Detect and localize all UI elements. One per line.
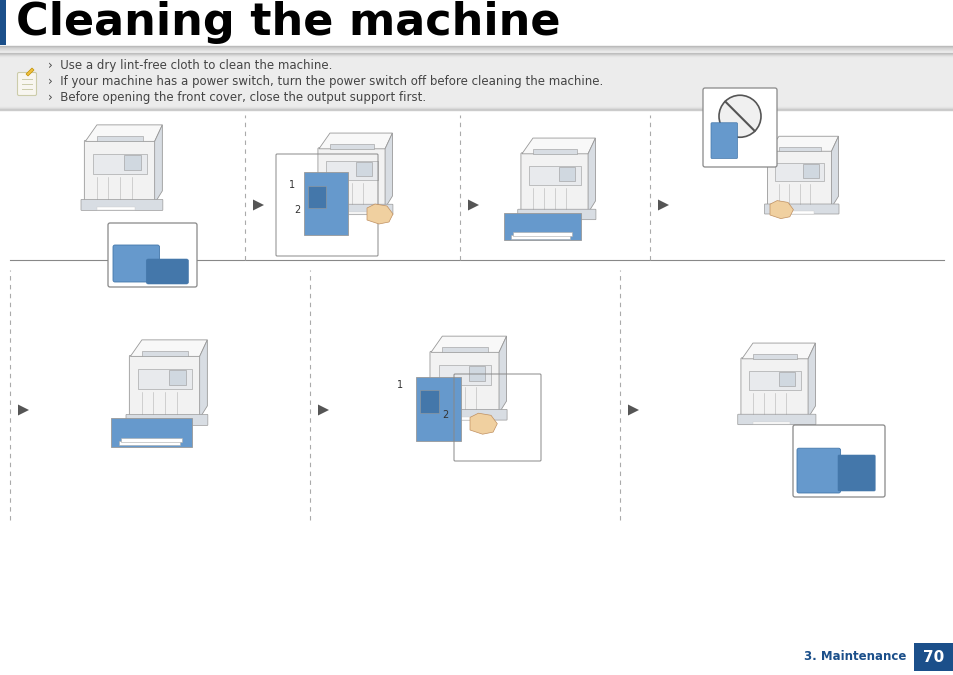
Bar	[438, 364, 491, 385]
Polygon shape	[18, 404, 29, 416]
Polygon shape	[385, 133, 392, 208]
Text: ›  Use a dry lint-free cloth to clean the machine.: › Use a dry lint-free cloth to clean the…	[48, 59, 332, 72]
Bar	[442, 348, 487, 352]
Bar	[558, 167, 575, 182]
Polygon shape	[498, 336, 506, 413]
FancyBboxPatch shape	[837, 455, 874, 491]
FancyBboxPatch shape	[737, 414, 815, 425]
Bar	[533, 149, 577, 154]
Bar	[752, 354, 796, 359]
Bar	[0, 53, 953, 110]
FancyBboxPatch shape	[81, 199, 163, 211]
Bar	[779, 211, 813, 213]
Bar	[138, 369, 192, 389]
Polygon shape	[317, 404, 329, 416]
Bar	[330, 144, 374, 148]
Polygon shape	[627, 404, 639, 416]
Polygon shape	[85, 125, 162, 141]
FancyBboxPatch shape	[796, 448, 840, 493]
FancyBboxPatch shape	[84, 140, 155, 205]
Polygon shape	[199, 340, 207, 418]
Bar	[308, 186, 326, 208]
Text: 1: 1	[396, 380, 402, 390]
FancyBboxPatch shape	[146, 259, 189, 284]
Bar	[778, 372, 794, 386]
Polygon shape	[768, 136, 838, 151]
Bar	[119, 441, 180, 446]
Polygon shape	[769, 200, 793, 219]
FancyBboxPatch shape	[710, 123, 737, 159]
Bar	[97, 136, 143, 141]
Bar	[355, 162, 372, 176]
Polygon shape	[470, 413, 497, 434]
Polygon shape	[367, 204, 393, 224]
Bar	[775, 163, 823, 182]
Bar	[779, 146, 821, 151]
Polygon shape	[431, 336, 506, 352]
Polygon shape	[131, 340, 207, 356]
Polygon shape	[741, 343, 815, 359]
Bar	[752, 422, 789, 424]
Text: 70: 70	[923, 649, 943, 664]
Bar	[533, 217, 569, 219]
Bar	[124, 155, 141, 170]
Polygon shape	[253, 200, 264, 211]
Bar	[121, 438, 182, 443]
Bar	[142, 352, 188, 356]
Bar	[468, 366, 485, 381]
Bar	[93, 154, 147, 174]
Bar	[748, 371, 800, 390]
FancyBboxPatch shape	[426, 409, 507, 420]
Text: Cleaning the machine: Cleaning the machine	[16, 1, 560, 45]
Polygon shape	[503, 213, 580, 240]
FancyBboxPatch shape	[314, 205, 393, 215]
FancyBboxPatch shape	[740, 358, 808, 419]
FancyBboxPatch shape	[130, 355, 200, 419]
Bar	[442, 417, 479, 420]
FancyBboxPatch shape	[763, 204, 838, 214]
FancyBboxPatch shape	[126, 414, 208, 425]
Text: 2: 2	[441, 410, 448, 420]
Bar	[97, 207, 135, 210]
Text: ›  Before opening the front cover, close the output support first.: › Before opening the front cover, close …	[48, 90, 426, 103]
FancyBboxPatch shape	[430, 352, 499, 414]
Bar	[913, 643, 953, 671]
FancyBboxPatch shape	[767, 151, 832, 209]
Polygon shape	[658, 200, 668, 211]
Polygon shape	[807, 343, 815, 418]
FancyBboxPatch shape	[108, 223, 196, 287]
Polygon shape	[318, 133, 392, 148]
Polygon shape	[111, 418, 192, 447]
FancyBboxPatch shape	[17, 72, 36, 95]
Polygon shape	[521, 138, 595, 154]
Text: 1: 1	[289, 180, 294, 190]
Bar	[802, 164, 818, 178]
Bar	[142, 423, 180, 425]
FancyBboxPatch shape	[520, 153, 588, 214]
Text: ›  If your machine has a power switch, turn the power switch off before cleaning: › If your machine has a power switch, tu…	[48, 74, 602, 88]
Polygon shape	[468, 200, 478, 211]
Polygon shape	[831, 136, 838, 207]
Bar	[529, 165, 580, 186]
Polygon shape	[416, 377, 460, 441]
FancyBboxPatch shape	[517, 209, 596, 219]
Bar	[169, 371, 186, 385]
Bar	[0, 0, 6, 45]
Polygon shape	[154, 125, 162, 203]
FancyBboxPatch shape	[792, 425, 884, 497]
Text: 2: 2	[294, 205, 300, 215]
Polygon shape	[587, 138, 595, 213]
Bar	[326, 161, 377, 180]
Bar	[513, 232, 571, 236]
Polygon shape	[26, 68, 34, 76]
Bar	[419, 390, 438, 413]
Bar	[330, 212, 366, 214]
Text: 3. Maintenance: 3. Maintenance	[802, 651, 905, 664]
FancyBboxPatch shape	[112, 245, 159, 282]
FancyBboxPatch shape	[317, 148, 386, 209]
Circle shape	[719, 95, 760, 137]
Bar	[511, 235, 569, 239]
FancyBboxPatch shape	[702, 88, 776, 167]
Polygon shape	[304, 172, 348, 236]
